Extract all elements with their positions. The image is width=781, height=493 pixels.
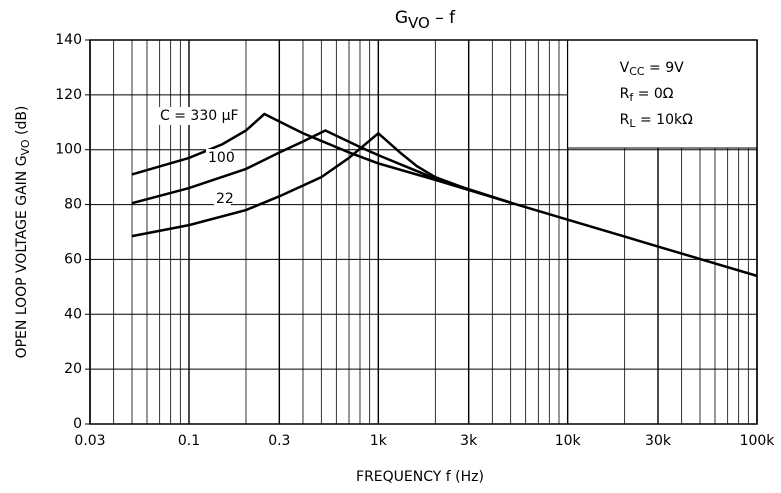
series-line (131, 131, 512, 238)
title-part: – f (430, 8, 456, 28)
annotation: Rf = 0Ω (620, 86, 674, 104)
annotation-part: = 0Ω (633, 86, 674, 102)
y-axis-label: OPEN LOOP VOLTAGE GAIN GVO (dB) (14, 106, 32, 359)
annotation-part: = 10kΩ (636, 112, 694, 128)
label-bg (214, 190, 231, 208)
annotation-sub: f (629, 91, 634, 104)
annotation-sub: CC (629, 65, 645, 78)
annotation-box (567, 39, 758, 149)
label-bg (206, 149, 232, 167)
chart-title: GVO – f (395, 8, 456, 32)
y-tick-label: 20 (64, 361, 82, 377)
series-line (131, 112, 758, 278)
y-label-sub: VO (19, 139, 32, 155)
y-tick-label: 100 (55, 142, 82, 158)
x-axis-label: FREQUENCY f (Hz) (356, 469, 484, 485)
title-part: G (395, 8, 408, 28)
x-tick-label: 3k (460, 433, 478, 449)
annotation-part: = 9V (645, 60, 685, 76)
y-label-part: (dB) (14, 106, 30, 140)
y-tick-label: 40 (64, 306, 82, 322)
x-tick-label: 0.1 (178, 433, 200, 449)
annotation-part: R (620, 86, 630, 102)
x-tick-label: 1k (370, 433, 388, 449)
label-bg (158, 107, 242, 125)
x-tick-label: 0.03 (74, 433, 105, 449)
plot-frame (89, 39, 758, 425)
series-label: C = 330 µF (160, 108, 239, 124)
annotation: VCC = 9V (620, 60, 684, 78)
series-label: 22 (216, 191, 234, 207)
y-tick-label: 140 (55, 32, 82, 48)
x-tick-label: 10k (555, 433, 582, 449)
x-tick-label: 0.3 (268, 433, 290, 449)
series-line (131, 129, 512, 205)
annotation-sub: L (629, 117, 636, 130)
x-tick-label: 100k (740, 433, 776, 449)
series-label: 100 (208, 150, 235, 166)
annotation-part: V (620, 60, 630, 76)
annotation: RL = 10kΩ (620, 112, 693, 130)
x-tick-label: 30k (645, 433, 672, 449)
annotation-part: R (620, 112, 630, 128)
title-sub: VO (408, 14, 430, 32)
y-tick-label: 0 (73, 416, 82, 432)
y-tick-label: 60 (64, 251, 82, 267)
y-tick-label: 80 (64, 197, 82, 213)
y-tick-label: 120 (55, 87, 82, 103)
y-label-part: OPEN LOOP VOLTAGE GAIN G (14, 155, 30, 358)
